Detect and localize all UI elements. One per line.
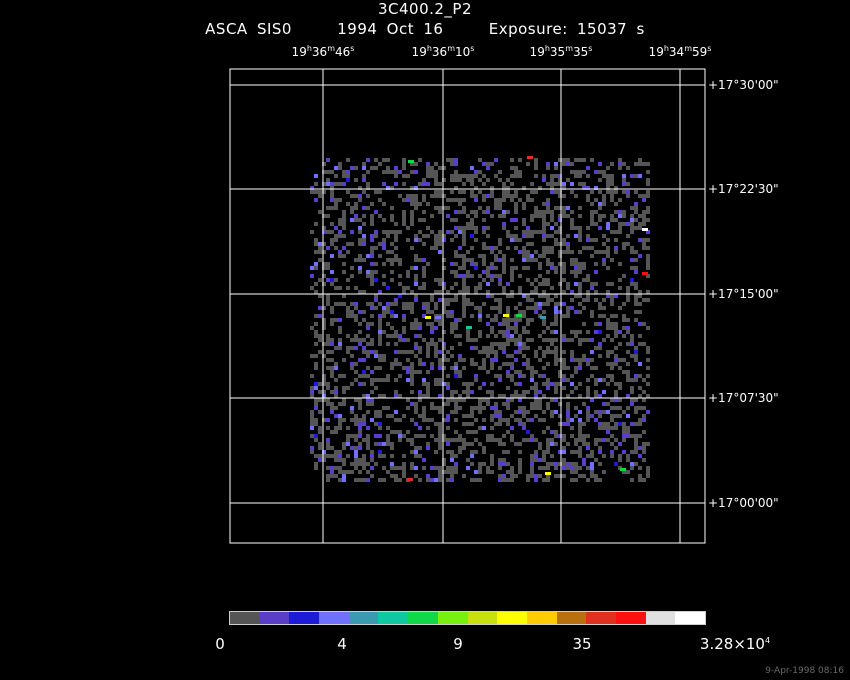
color-scale-swatch <box>408 612 438 624</box>
dec-tick-label: +17°07'30" <box>708 391 779 405</box>
ra-tick-label: 19h36m10s <box>411 44 475 59</box>
color-scale-swatch <box>437 612 468 624</box>
dec-tick-label: +17°00'00" <box>708 496 779 510</box>
ra-tick-label: 19h35m35s <box>529 44 593 59</box>
color-scale-tick-label: 9 <box>453 635 463 653</box>
ra-tick-label: 19h34m59s <box>648 44 712 59</box>
ra-tick-label: 19h36m46s <box>291 44 355 59</box>
coordinate-grid <box>230 69 705 543</box>
color-scale-max-label: 3.28×104 <box>699 635 771 653</box>
color-scale-bar <box>229 611 706 625</box>
exposure-label: Exposure: 15037 s <box>488 20 645 38</box>
dec-tick-label: +17°22'30" <box>708 182 779 196</box>
color-scale-swatch <box>259 612 290 624</box>
color-scale-swatch <box>586 612 616 624</box>
color-scale-swatch <box>467 612 498 624</box>
color-scale-swatch <box>319 612 349 624</box>
color-scale-swatch <box>615 612 646 624</box>
color-scale-swatch <box>230 612 260 624</box>
color-scale-swatch <box>348 612 379 624</box>
color-scale-tick-label: 0 <box>215 635 225 653</box>
color-scale-swatch <box>556 612 587 624</box>
color-scale-swatch <box>526 612 557 624</box>
color-scale-swatch <box>675 612 705 624</box>
observation-info: ASCA SIS0 1994 Oct 16 Exposure: 15037 s <box>0 20 850 38</box>
color-scale-swatch <box>289 612 320 624</box>
color-scale-swatch <box>645 612 676 624</box>
color-scale-tick-label: 4 <box>337 635 347 653</box>
dec-tick-label: +17°30'00" <box>708 78 779 92</box>
timestamp: 9-Apr-1998 08:16 <box>765 666 844 676</box>
instrument-label: ASCA SIS0 <box>205 20 292 38</box>
color-scale-swatch <box>497 612 527 624</box>
plot-frame <box>229 68 706 544</box>
color-scale-swatch <box>378 612 409 624</box>
x-ray-count-map <box>310 156 650 482</box>
image-title: 3C400.2_P2 <box>377 0 473 18</box>
color-scale-tick-label: 35 <box>572 635 592 653</box>
dec-tick-label: +17°15'00" <box>708 287 779 301</box>
observation-date: 1994 Oct 16 <box>337 20 444 38</box>
